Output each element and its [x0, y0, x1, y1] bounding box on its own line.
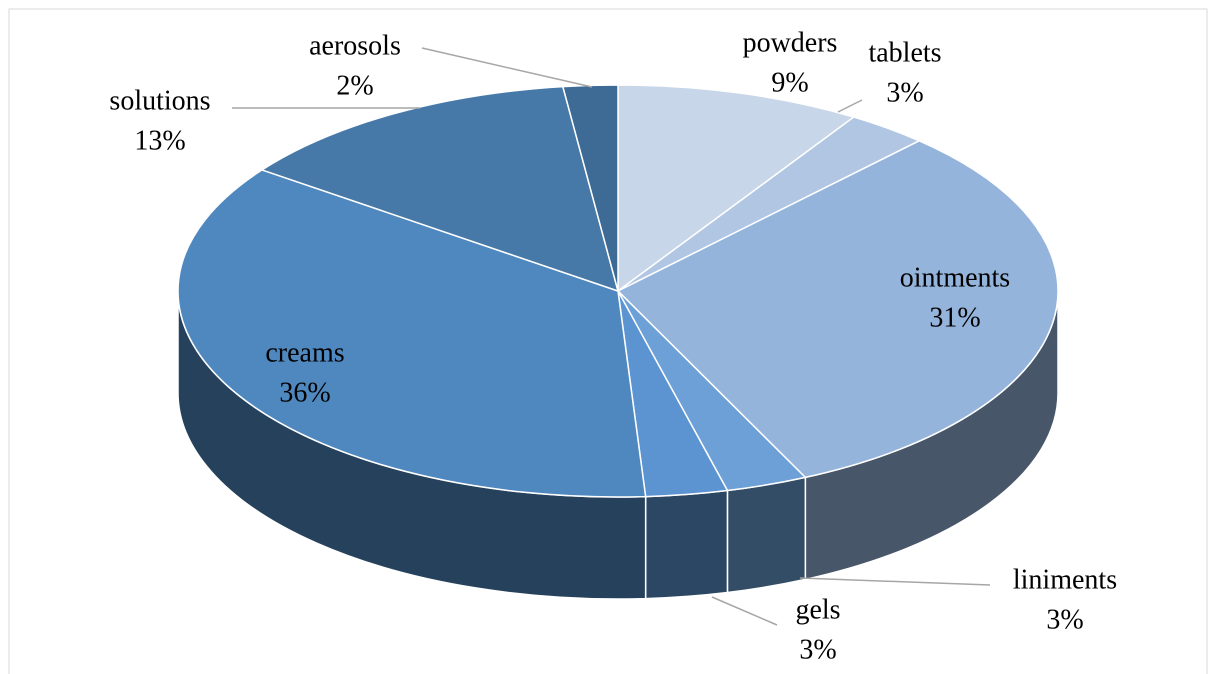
- slice-label-value: 3%: [1046, 604, 1083, 635]
- slice-label-value: 9%: [771, 67, 808, 98]
- leader-line: [421, 47, 593, 88]
- slice-label-value: 2%: [336, 70, 373, 101]
- slice-label-name: powders: [743, 27, 838, 58]
- slice-label-name: creams: [265, 337, 344, 368]
- slice-label-name: tablets: [868, 37, 941, 68]
- slice: [561, 84, 619, 292]
- slice-label-value: 36%: [279, 377, 330, 408]
- slice-label-name: liniments: [1013, 564, 1117, 595]
- slice: [260, 85, 620, 293]
- slice: [616, 140, 1059, 479]
- slice-label-name: ointments: [900, 262, 1010, 293]
- slice: [617, 84, 856, 293]
- slice-label-name: gels: [795, 594, 840, 625]
- slice-label-value: 3%: [886, 77, 923, 108]
- slice-side: [644, 489, 729, 600]
- slice-label-name: aerosols: [309, 30, 401, 61]
- chart-frame: [8, 8, 1208, 674]
- slice-label-value: 13%: [134, 125, 185, 156]
- slice: [177, 169, 647, 498]
- slice-label-value: 31%: [929, 302, 980, 333]
- leader-line: [837, 99, 863, 113]
- leader-line: [799, 577, 991, 586]
- slice-label-value: 3%: [799, 634, 836, 665]
- slice-side: [726, 476, 807, 594]
- leader-line: [711, 596, 778, 626]
- slice-label-name: solutions: [109, 85, 210, 116]
